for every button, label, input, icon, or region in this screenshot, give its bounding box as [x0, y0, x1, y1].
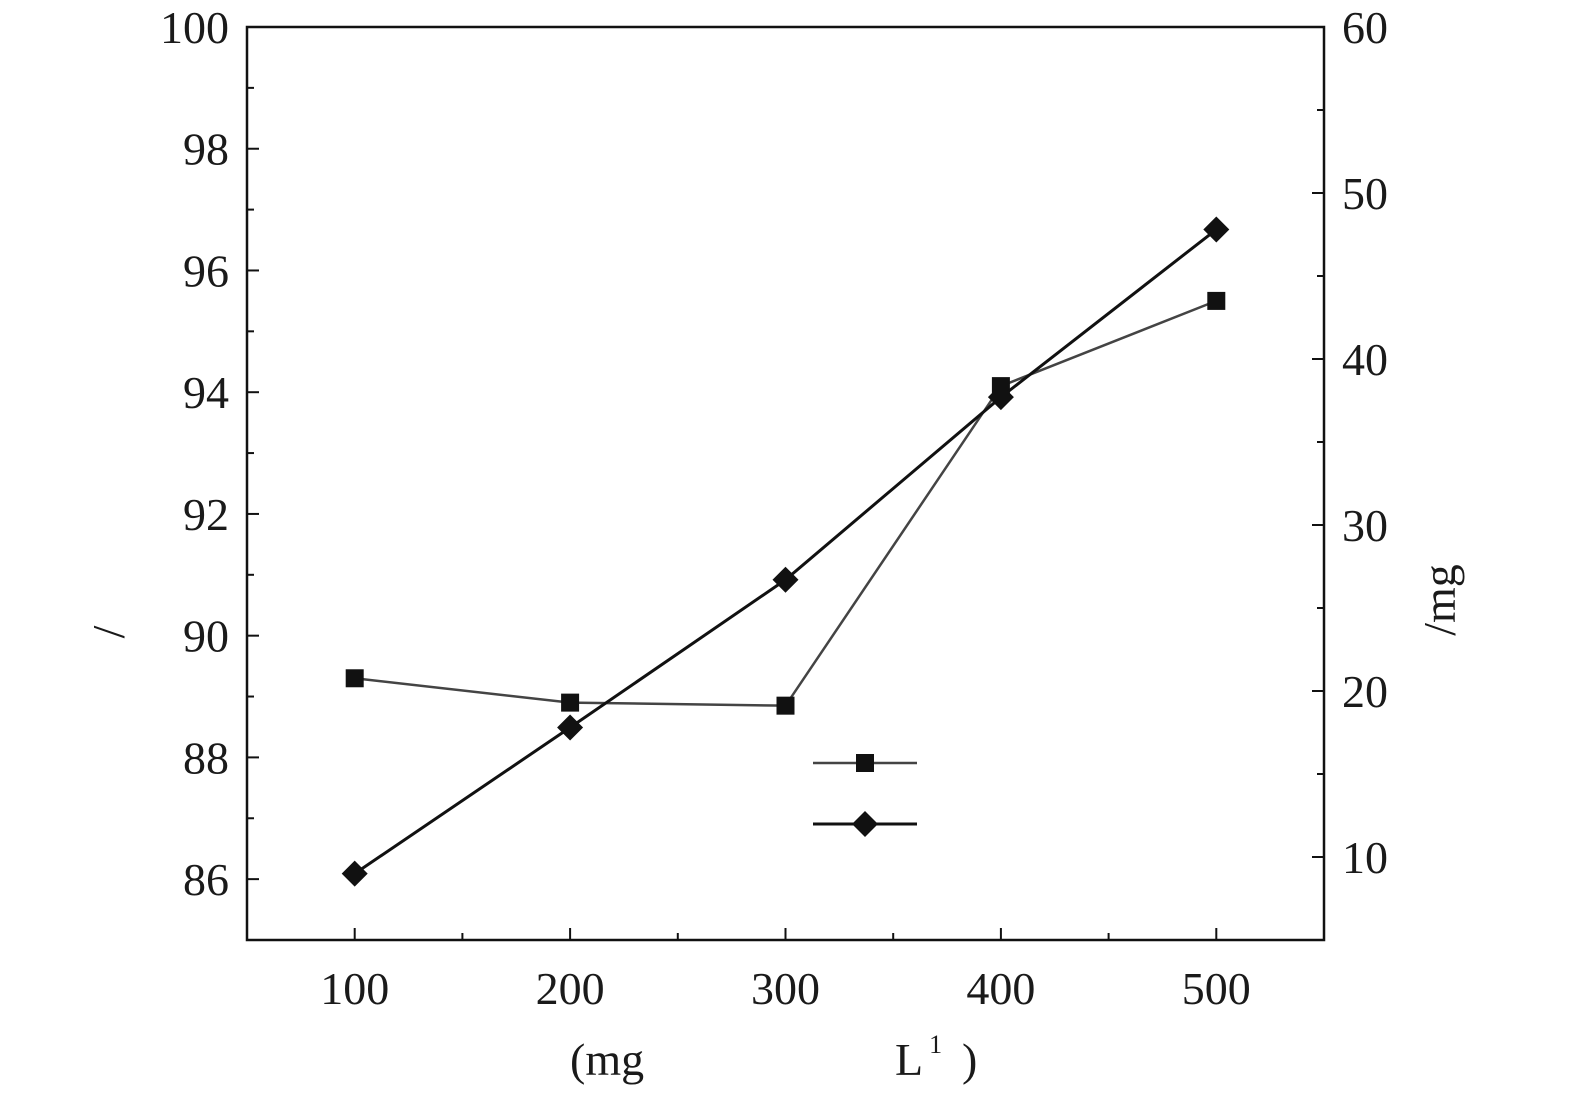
y-left-tick-label-90: 90	[183, 611, 229, 662]
y-left-tick-label-96: 96	[183, 245, 229, 296]
x-axis-title-unit: L	[895, 1034, 923, 1085]
y-right-tick-label-20: 20	[1342, 666, 1388, 717]
y-left-tick-label-94: 94	[183, 367, 229, 418]
y-axis-right-title: /mg	[1414, 564, 1465, 636]
y-right-tick-label-50: 50	[1342, 168, 1388, 219]
series-2-point-300	[772, 566, 799, 593]
x-tick-label-300: 300	[751, 963, 820, 1014]
x-axis-title-exponent: 1	[929, 1030, 942, 1059]
x-tick-label-400: 400	[966, 963, 1035, 1014]
x-axis-title-left: (mg	[570, 1034, 644, 1085]
series-1-point-500	[1207, 291, 1226, 310]
series-2-point-400	[987, 384, 1014, 411]
legend-marker-2	[852, 811, 878, 837]
series-1-line	[354, 299, 1217, 707]
x-axis-title-right: )	[962, 1034, 977, 1085]
ticks-layer: 100 200 300 400 500 86 88 90 92 94 96 98 100 10 20 30 40…	[160, 2, 1388, 1014]
legend	[813, 754, 917, 837]
series-2-point-500	[1203, 216, 1230, 243]
legend-marker-1	[856, 754, 874, 772]
y-axis-left-title: /	[83, 625, 134, 638]
x-tick-label-500: 500	[1182, 963, 1251, 1014]
y-left-tick-label-92: 92	[183, 489, 229, 540]
y-right-tick-label-30: 30	[1342, 500, 1388, 551]
series-layer	[341, 216, 1230, 887]
plot-frame	[245, 25, 1326, 942]
y-right-tick-label-40: 40	[1342, 334, 1388, 385]
series-2-point-200	[557, 714, 584, 741]
x-tick-label-200: 200	[536, 963, 605, 1014]
series-1-point-300	[776, 696, 795, 715]
x-tick-label-100: 100	[320, 963, 389, 1014]
y-right-tick-label-60: 60	[1342, 2, 1388, 53]
series-1-point-200	[561, 693, 580, 712]
series-2-point-100	[341, 860, 368, 887]
series-2-line	[353, 228, 1218, 875]
svg-text:L1: L1	[895, 1030, 942, 1085]
y-left-tick-label-86: 86	[183, 854, 229, 905]
y-right-tick-label-10: 10	[1342, 832, 1388, 883]
series-1-point-100	[345, 669, 364, 688]
y-left-tick-label-100: 100	[160, 2, 229, 53]
y-left-tick-label-98: 98	[183, 124, 229, 175]
y-left-tick-label-88: 88	[183, 732, 229, 783]
